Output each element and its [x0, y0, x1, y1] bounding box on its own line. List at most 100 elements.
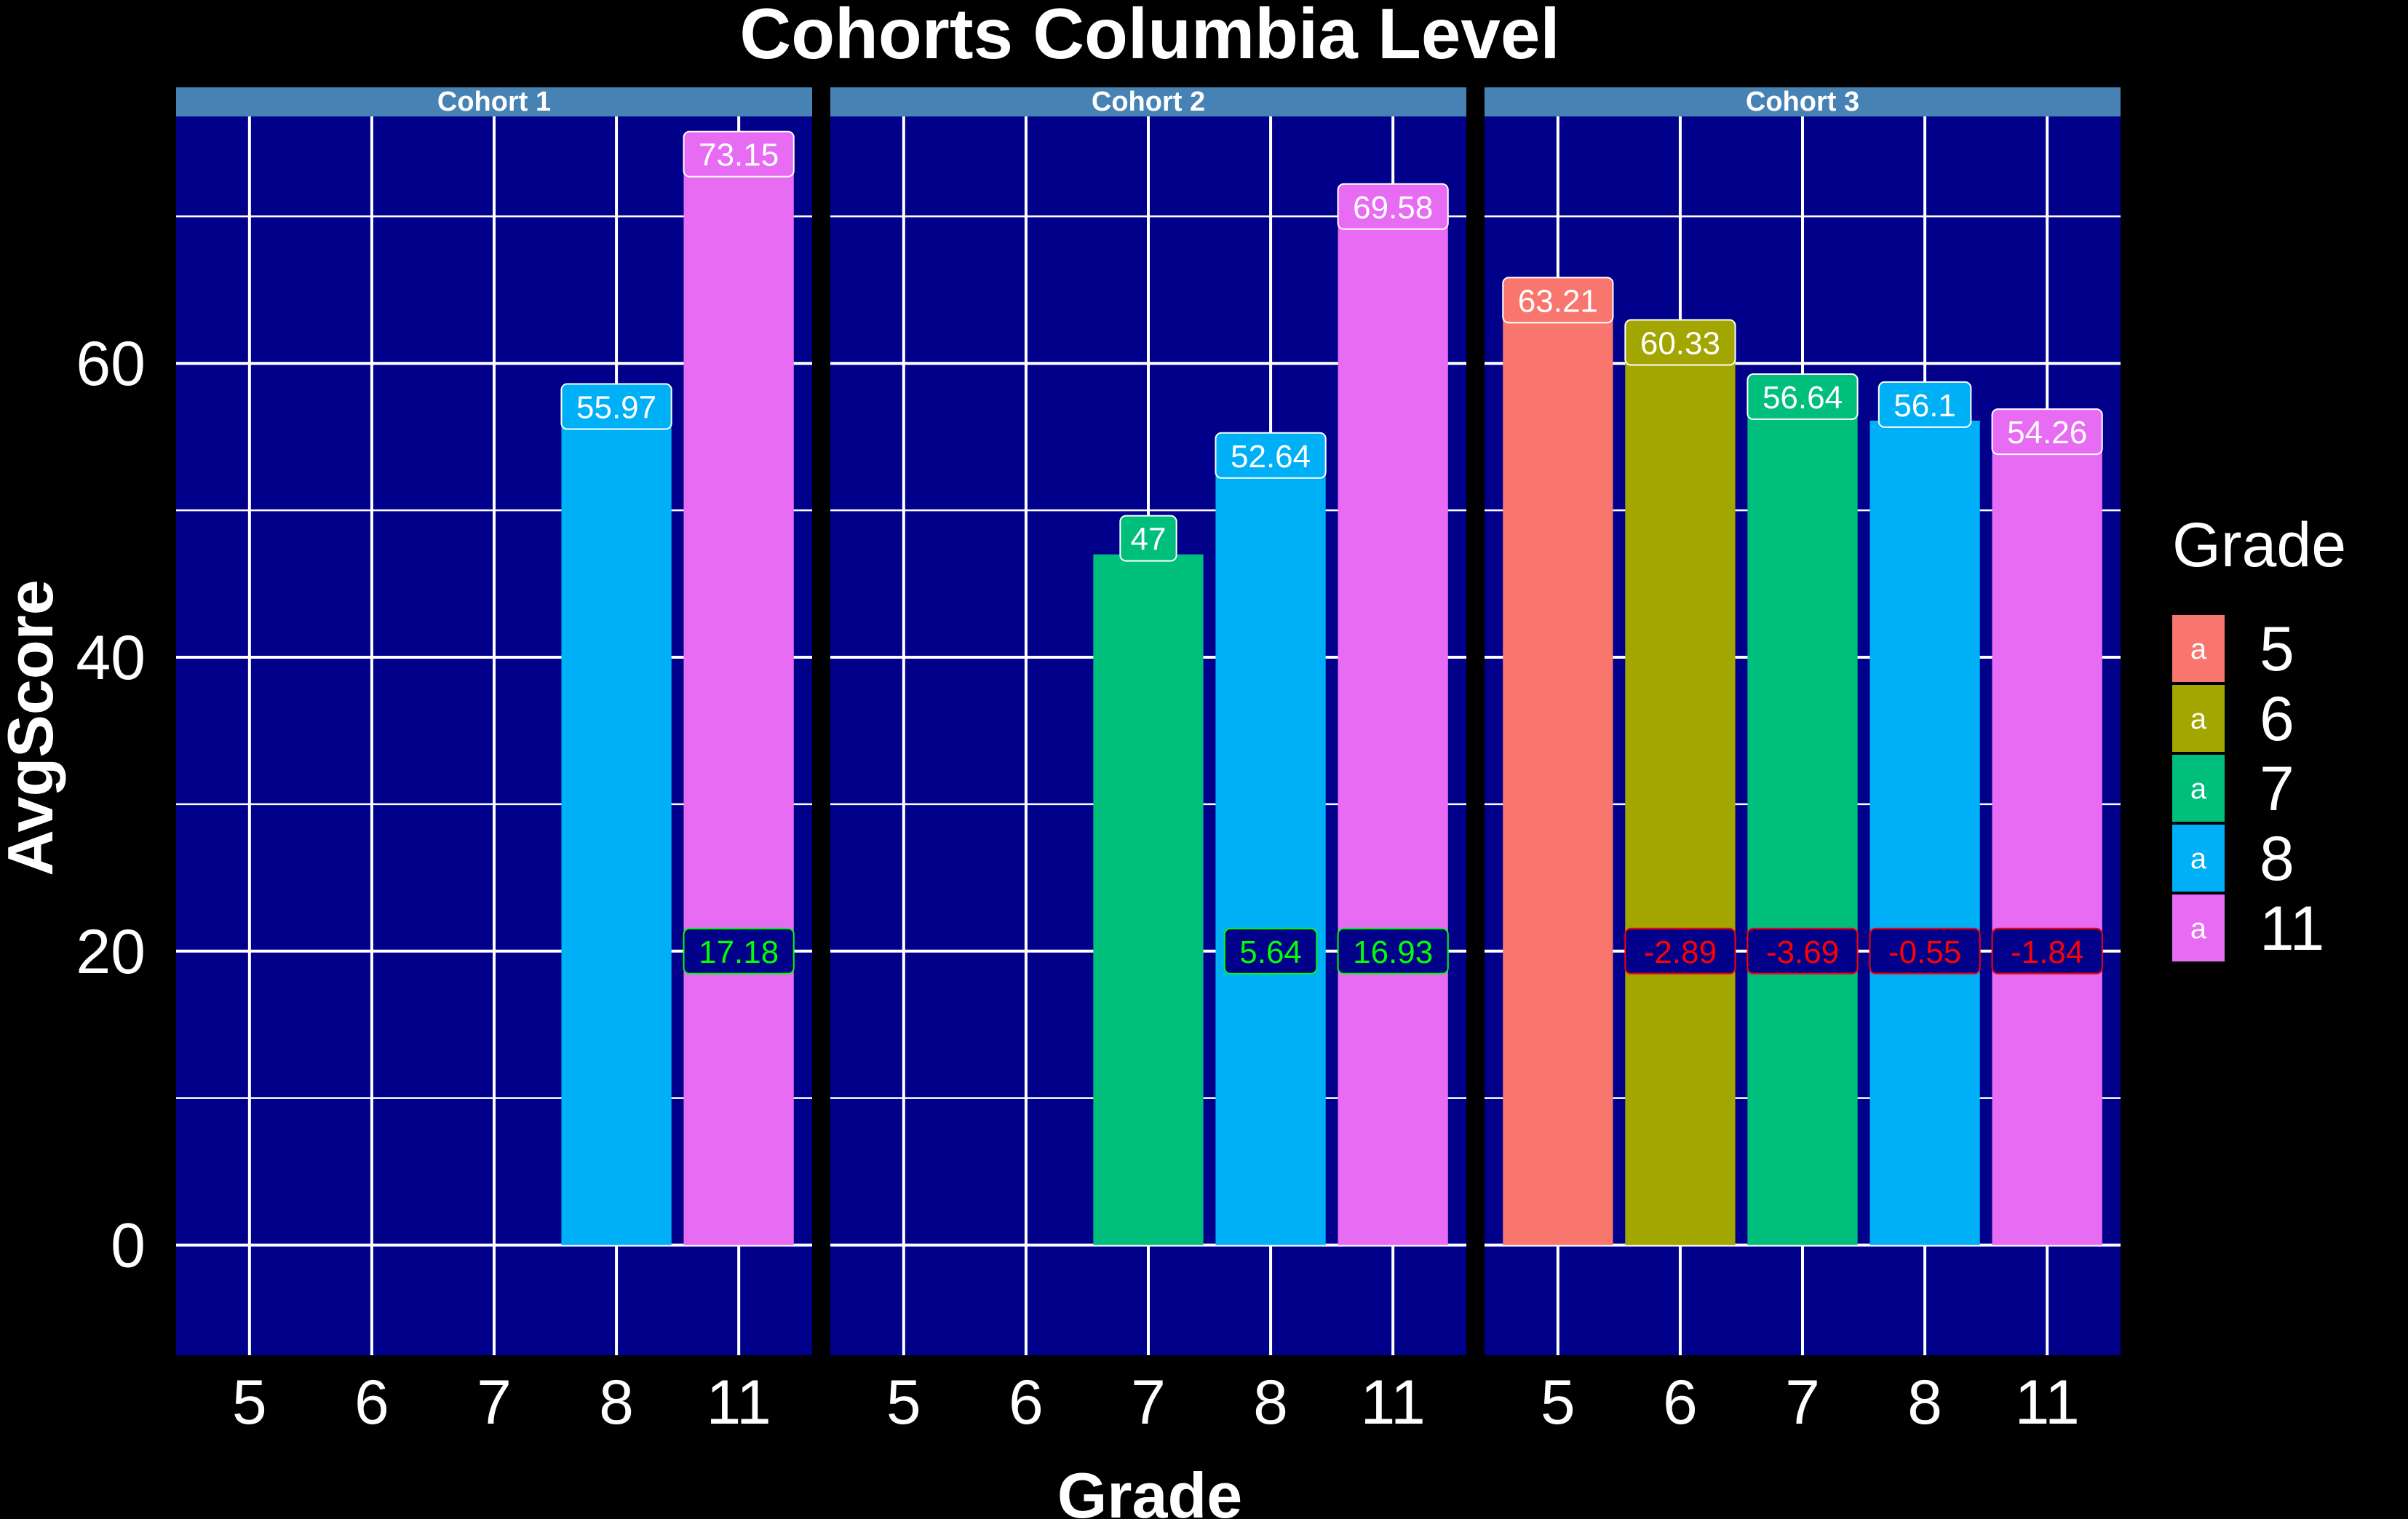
legend-key — [2172, 685, 2225, 752]
legend: Grade a 5a 6a 7a 8a 11 — [2172, 510, 2346, 964]
legend-label: 6 — [2260, 684, 2294, 754]
x-tick-label: 11 — [2015, 1368, 2080, 1437]
bar-value-label: 63.21 — [1518, 283, 1598, 319]
y-tick-label: 20 — [76, 917, 146, 987]
chart-title: Cohorts Columbia Level — [739, 0, 1559, 74]
bar-value-label: 55.97 — [576, 390, 656, 426]
legend-label: 5 — [2260, 614, 2294, 684]
bar-value-label-box — [1747, 373, 1859, 421]
change-label: -3.69 — [1766, 935, 1839, 970]
legend-label: 7 — [2260, 754, 2294, 824]
bar-value-label: 56.1 — [1894, 388, 1956, 424]
change-label-box — [1223, 927, 1318, 975]
facet-2: Cohort 2 47 52.64 5.64 69.58 16.93 5 6 7 8 11 — [830, 87, 1466, 1437]
legend-label: 8 — [2260, 824, 2294, 894]
change-label-box — [1747, 927, 1859, 975]
bar — [1625, 358, 1736, 1245]
legend-key — [2172, 755, 2225, 822]
bar-value-label-box — [683, 130, 795, 178]
bar — [1215, 471, 1326, 1245]
facet-strip — [830, 87, 1466, 116]
x-tick-label: 8 — [1253, 1368, 1288, 1437]
x-tick-label: 7 — [477, 1368, 512, 1437]
y-tick-label: 60 — [76, 329, 146, 399]
legend-key-glyph: a — [2190, 633, 2207, 665]
bar — [1338, 222, 1448, 1245]
bar-value-label-box — [1624, 319, 1736, 366]
bar-value-label-box — [1119, 515, 1177, 562]
legend-key-glyph: a — [2190, 773, 2207, 805]
x-tick-label: 7 — [1785, 1368, 1820, 1437]
legend-key — [2172, 825, 2225, 892]
facets: Cohort 1 55.97 73.15 17.18 5 6 7 8 11 Cohort 2 47 5… — [176, 87, 2121, 1437]
x-tick-label: 6 — [354, 1368, 389, 1437]
facet-strip — [1485, 87, 2121, 116]
bar — [561, 422, 672, 1245]
bar-value-label-box — [1337, 183, 1449, 230]
bar-value-label-box — [1877, 381, 1972, 428]
change-label-box — [683, 927, 795, 975]
bar — [1093, 554, 1204, 1245]
change-label-box — [1624, 927, 1736, 975]
bar — [1747, 413, 1858, 1245]
change-label: 16.93 — [1353, 935, 1433, 970]
y-tick-label: 40 — [76, 623, 146, 693]
bar — [1503, 316, 1613, 1245]
bar-value-label-box — [1215, 432, 1327, 479]
bar-value-label-box — [1502, 277, 1614, 324]
legend-title: Grade — [2172, 510, 2346, 580]
x-tick-label: 6 — [1663, 1368, 1698, 1437]
bar-value-label: 56.64 — [1763, 380, 1843, 416]
bar-value-label: 47 — [1131, 522, 1167, 558]
legend-key — [2172, 615, 2225, 682]
x-tick-label: 5 — [886, 1368, 921, 1437]
change-label: 17.18 — [699, 935, 779, 970]
x-tick-label: 11 — [1361, 1368, 1426, 1437]
legend-key-glyph: a — [2190, 913, 2207, 945]
change-label: 5.64 — [1239, 935, 1302, 970]
legend-key-glyph: a — [2190, 843, 2207, 875]
y-axis-title: AvgScore — [0, 579, 66, 876]
y-tick-label: 0 — [111, 1211, 146, 1281]
x-tick-label: 11 — [707, 1368, 771, 1437]
bar-value-label: 69.58 — [1353, 190, 1433, 226]
change-label: -2.89 — [1644, 935, 1717, 970]
x-tick-label: 6 — [1009, 1368, 1044, 1437]
legend-entry: a 11 — [2172, 894, 2324, 964]
change-label-box — [1337, 927, 1449, 975]
bar-value-label: 60.33 — [1640, 326, 1720, 362]
bar — [1992, 448, 2102, 1245]
change-label-box — [1869, 927, 1981, 975]
bar-value-label-box — [1991, 408, 2103, 456]
x-tick-label: 8 — [599, 1368, 634, 1437]
facet-strip-label: Cohort 2 — [1092, 87, 1205, 117]
x-tick-label: 7 — [1131, 1368, 1166, 1437]
facet-1: Cohort 1 55.97 73.15 17.18 5 6 7 8 11 — [176, 87, 812, 1437]
legend-key-glyph: a — [2190, 703, 2207, 735]
bar — [1869, 420, 1980, 1245]
bar-value-label: 52.64 — [1231, 439, 1311, 475]
x-tick-label: 5 — [232, 1368, 267, 1437]
x-tick-label: 8 — [1907, 1368, 1942, 1437]
facet-strip-label: Cohort 3 — [1746, 87, 1859, 117]
change-label: -0.55 — [1888, 935, 1961, 970]
facet-strip-label: Cohort 1 — [437, 87, 551, 117]
legend-key — [2172, 895, 2225, 961]
bar — [683, 170, 794, 1245]
change-label: -1.84 — [2011, 935, 2083, 970]
x-tick-label: 5 — [1541, 1368, 1575, 1437]
facet-strip — [176, 87, 812, 116]
bar-value-label: 73.15 — [699, 138, 779, 173]
change-label-box — [1991, 927, 2103, 975]
y-axis: 0 20 40 60 — [76, 329, 146, 1280]
legend-label: 11 — [2260, 894, 2324, 964]
facet-3: Cohort 3 63.21 60.33 -2.89 56.64 -3.69 56.1 -0.… — [1485, 87, 2121, 1437]
bar-value-label: 54.26 — [2007, 415, 2087, 451]
bar-value-label-box — [560, 383, 672, 430]
x-axis-title: Grade — [1057, 1459, 1242, 1519]
